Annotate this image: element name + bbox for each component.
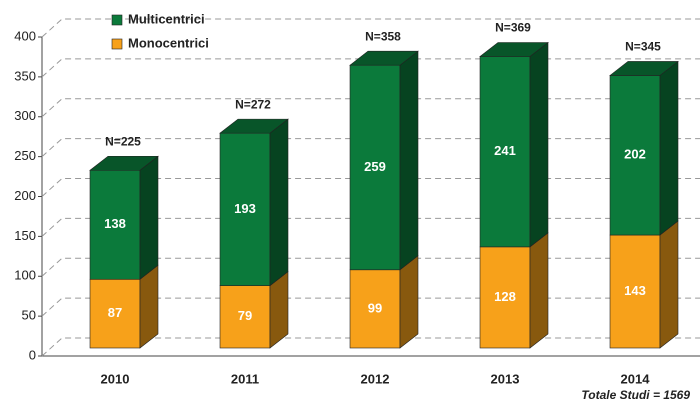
- bar-segment: [479, 232, 549, 349]
- y-tick-label: 50: [22, 308, 36, 323]
- bar-top: [609, 61, 679, 76]
- total-label: N=225: [105, 134, 141, 148]
- y-tick-label: 0: [29, 347, 36, 362]
- value-label: 241: [494, 143, 516, 158]
- bar-segment: [349, 255, 419, 349]
- bar-face: [399, 50, 419, 271]
- value-label: 138: [104, 216, 126, 231]
- x-tick-label: 2010: [101, 371, 130, 386]
- value-label: 202: [624, 147, 646, 162]
- value-label: 99: [368, 300, 382, 315]
- legend-swatch: [111, 38, 123, 50]
- y-tick-label: 300: [14, 108, 36, 123]
- value-label: 79: [238, 308, 252, 323]
- bar-face: [609, 75, 661, 236]
- bar-face: [139, 264, 159, 349]
- legend-label: Monocentrici: [128, 35, 209, 50]
- footnote: Totale Studi = 1569: [581, 388, 690, 402]
- bar-face: [529, 232, 549, 349]
- value-label: 128: [494, 289, 516, 304]
- bar-face: [659, 220, 679, 349]
- bar-face: [139, 155, 159, 280]
- bar-face: [219, 285, 271, 349]
- bar-segment: [349, 50, 419, 271]
- x-tick-label: 2013: [491, 371, 520, 386]
- bar-face: [659, 60, 679, 236]
- bar-segment: [89, 264, 159, 349]
- total-label: N=345: [625, 40, 661, 54]
- bar-top: [219, 118, 289, 134]
- total-label: N=369: [495, 21, 531, 35]
- bar-segment: [219, 118, 289, 287]
- bar-segment: [219, 270, 289, 349]
- total-label: N=358: [365, 29, 401, 43]
- bar-segment: [89, 155, 159, 280]
- grid-line: [41, 18, 700, 38]
- legend-swatch: [111, 14, 123, 26]
- bar-face: [609, 234, 661, 349]
- bar-face: [479, 246, 531, 349]
- bar-face: [219, 132, 271, 286]
- value-label: 193: [234, 201, 256, 216]
- bar-face: [349, 64, 401, 271]
- bar-top: [479, 42, 549, 57]
- bar-face: [349, 269, 401, 349]
- x-tick-label: 2012: [361, 371, 390, 386]
- bar-segment: [479, 41, 549, 248]
- y-tick-label: 250: [14, 148, 36, 163]
- total-label: N=272: [235, 97, 271, 111]
- y-tick-label: 100: [14, 268, 36, 283]
- bar-face: [399, 255, 419, 349]
- x-tick-label: 2014: [621, 371, 651, 386]
- y-tick-label: 400: [14, 28, 36, 43]
- value-label: 143: [624, 283, 646, 298]
- y-tick-label: 350: [14, 68, 36, 83]
- value-label: 87: [108, 305, 122, 320]
- legend-label: Multicentrici: [128, 11, 205, 26]
- bar-top: [349, 50, 419, 66]
- x-tick-label: 2011: [231, 371, 259, 386]
- bar-segment: [609, 220, 679, 349]
- bar-face: [269, 118, 289, 287]
- value-label: 259: [364, 159, 386, 174]
- bar-top: [89, 155, 159, 171]
- bar-face: [529, 41, 549, 248]
- y-tick-label: 200: [14, 188, 36, 203]
- y-tick-label: 150: [14, 228, 36, 243]
- bar-segment: [609, 60, 679, 236]
